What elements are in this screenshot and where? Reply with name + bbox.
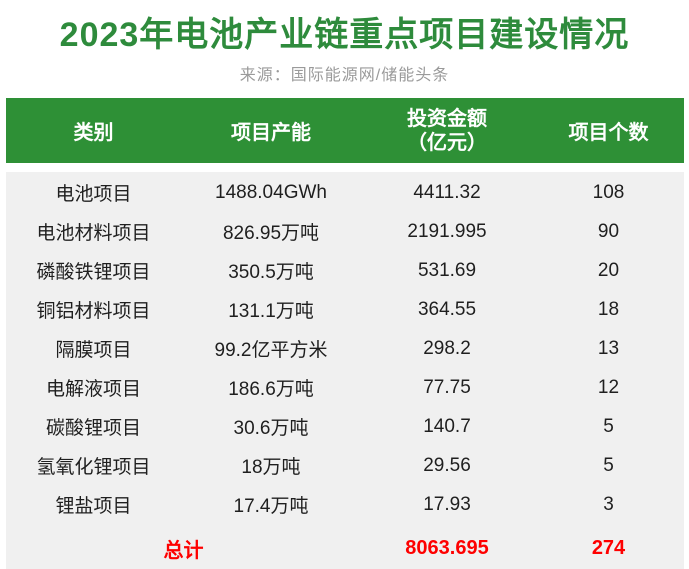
page-title: 2023年电池产业链重点项目建设情况 <box>59 16 630 54</box>
cell-count: 3 <box>603 493 614 515</box>
table-header-row: 类别 项目产能 投资金额 （亿元） 项目个数 <box>6 98 684 163</box>
cell-count: 13 <box>597 337 620 359</box>
cell-capacity: 1488.04GWh <box>215 181 327 203</box>
table-row: 电解液项目 186.6万吨 77.75 12 <box>6 368 684 407</box>
cell-capacity: 186.6万吨 <box>228 379 314 400</box>
cell-capacity: 99.2亿平方米 <box>214 340 328 361</box>
header-category: 类别 <box>73 122 114 144</box>
cell-count: 20 <box>597 259 620 281</box>
cell-category: 锂盐项目 <box>55 496 132 517</box>
cell-count: 108 <box>592 181 625 203</box>
total-count: 274 <box>591 536 626 559</box>
cell-category: 氢氧化锂项目 <box>36 457 151 478</box>
cell-count: 5 <box>603 415 614 437</box>
source-caption: 来源：国际能源网/储能头条 <box>239 67 450 84</box>
total-investment: 8063.695 <box>405 536 489 559</box>
cell-count: 5 <box>603 454 614 476</box>
cell-category: 铜铝材料项目 <box>36 301 151 322</box>
cell-count: 90 <box>597 220 620 242</box>
table-row: 氢氧化锂项目 18万吨 29.56 5 <box>6 446 684 485</box>
cell-investment: 364.55 <box>417 298 477 320</box>
table-row: 磷酸铁锂项目 350.5万吨 531.69 20 <box>6 251 684 290</box>
header-body-divider <box>6 163 684 172</box>
cell-investment: 531.69 <box>417 259 477 281</box>
cell-investment: 29.56 <box>423 454 471 476</box>
cell-capacity: 350.5万吨 <box>228 262 314 283</box>
header-investment-line1: 投资金额 <box>407 107 487 130</box>
cell-capacity: 826.95万吨 <box>222 223 320 244</box>
cell-category: 磷酸铁锂项目 <box>36 262 151 283</box>
projects-table: 类别 项目产能 投资金额 （亿元） 项目个数 电池项目 1488.04GWh 4… <box>6 98 684 569</box>
table-row: 隔膜项目 99.2亿平方米 298.2 13 <box>6 329 684 368</box>
table-row: 锂盐项目 17.4万吨 17.93 3 <box>6 485 684 524</box>
header-capacity: 项目产能 <box>231 122 311 144</box>
cell-category: 电池项目 <box>55 184 132 205</box>
table-row: 电池项目 1488.04GWh 4411.32 108 <box>6 173 684 212</box>
table-row: 电池材料项目 826.95万吨 2191.995 90 <box>6 212 684 251</box>
cell-investment: 17.93 <box>423 493 471 515</box>
cell-investment: 298.2 <box>423 337 471 359</box>
cell-investment: 77.75 <box>423 376 471 398</box>
cell-category: 电池材料项目 <box>36 223 151 244</box>
header-investment: 投资金额 （亿元） <box>361 107 533 155</box>
cell-count: 12 <box>597 376 620 398</box>
cell-category: 碳酸锂项目 <box>45 418 141 439</box>
table-row: 铜铝材料项目 131.1万吨 364.55 18 <box>6 290 684 329</box>
table-row: 碳酸锂项目 30.6万吨 140.7 5 <box>6 407 684 446</box>
cell-capacity: 17.4万吨 <box>233 496 309 517</box>
cell-count: 18 <box>597 298 620 320</box>
cell-capacity: 131.1万吨 <box>228 301 314 322</box>
cell-investment: 4411.32 <box>413 181 481 203</box>
cell-capacity: 30.6万吨 <box>233 418 309 439</box>
total-label: 总计 <box>163 539 204 562</box>
table-body: 电池项目 1488.04GWh 4411.32 108 电池材料项目 826.9… <box>6 172 684 569</box>
cell-category: 电解液项目 <box>45 379 141 400</box>
header-count: 项目个数 <box>568 122 649 144</box>
cell-capacity: 18万吨 <box>241 457 301 478</box>
table-total-row: 总计 8063.695 274 <box>6 524 684 569</box>
header-investment-line2: （亿元） <box>407 131 487 154</box>
cell-category: 隔膜项目 <box>55 340 132 361</box>
cell-investment: 2191.995 <box>407 220 487 242</box>
cell-investment: 140.7 <box>423 415 471 437</box>
